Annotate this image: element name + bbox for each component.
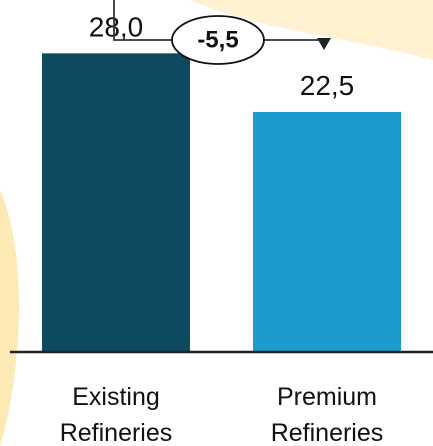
category-label-1-line-2: Refineries [60, 419, 173, 446]
background-decoration-top [190, 0, 433, 60]
category-label-2-line-2: Refineries [271, 419, 384, 446]
difference-ellipse [171, 15, 265, 65]
bar-2 [253, 112, 401, 352]
category-label-1-line-1: Existing [72, 383, 160, 411]
background-decoration-left [0, 190, 19, 446]
bracket-left-line [113, 0, 172, 41]
value-labels-group: 28,0 22,5 [89, 11, 355, 101]
bars-group [42, 53, 401, 352]
value-label-2: 22,5 [300, 70, 355, 101]
category-labels-group: Existing Refineries Premium Refineries [60, 383, 384, 446]
value-label-1: 28,0 [89, 11, 144, 42]
difference-label: -5,5 [197, 26, 238, 53]
difference-annotation: -5,5 [113, 0, 331, 65]
bar-1 [42, 53, 190, 352]
category-label-2-line-1: Premium [277, 383, 377, 411]
arrow-down-icon [317, 38, 331, 50]
